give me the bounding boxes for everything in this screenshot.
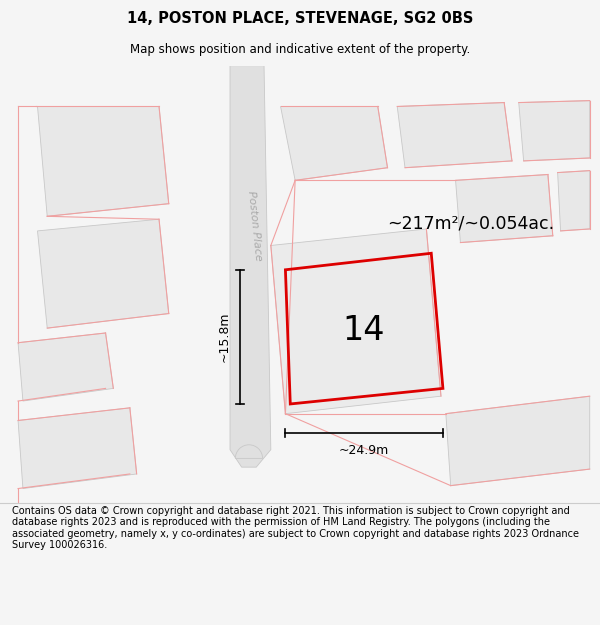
Polygon shape — [519, 101, 590, 161]
Polygon shape — [18, 333, 113, 401]
Text: Map shows position and indicative extent of the property.: Map shows position and indicative extent… — [130, 42, 470, 56]
Text: ~15.8m: ~15.8m — [218, 312, 230, 362]
Polygon shape — [38, 219, 169, 328]
Text: 14, POSTON PLACE, STEVENAGE, SG2 0BS: 14, POSTON PLACE, STEVENAGE, SG2 0BS — [127, 11, 473, 26]
Polygon shape — [38, 106, 169, 216]
Polygon shape — [18, 408, 137, 489]
Wedge shape — [235, 445, 263, 458]
Polygon shape — [446, 396, 590, 486]
Text: 14: 14 — [342, 314, 385, 347]
Text: ~24.9m: ~24.9m — [339, 444, 389, 457]
Text: Contains OS data © Crown copyright and database right 2021. This information is : Contains OS data © Crown copyright and d… — [12, 506, 579, 551]
Polygon shape — [557, 171, 590, 231]
Polygon shape — [230, 66, 271, 467]
Text: ~217m²/~0.054ac.: ~217m²/~0.054ac. — [388, 214, 554, 232]
Polygon shape — [455, 174, 553, 242]
Polygon shape — [281, 106, 388, 181]
Text: Poston Place: Poston Place — [245, 191, 263, 262]
Polygon shape — [271, 229, 441, 414]
Polygon shape — [397, 102, 512, 168]
